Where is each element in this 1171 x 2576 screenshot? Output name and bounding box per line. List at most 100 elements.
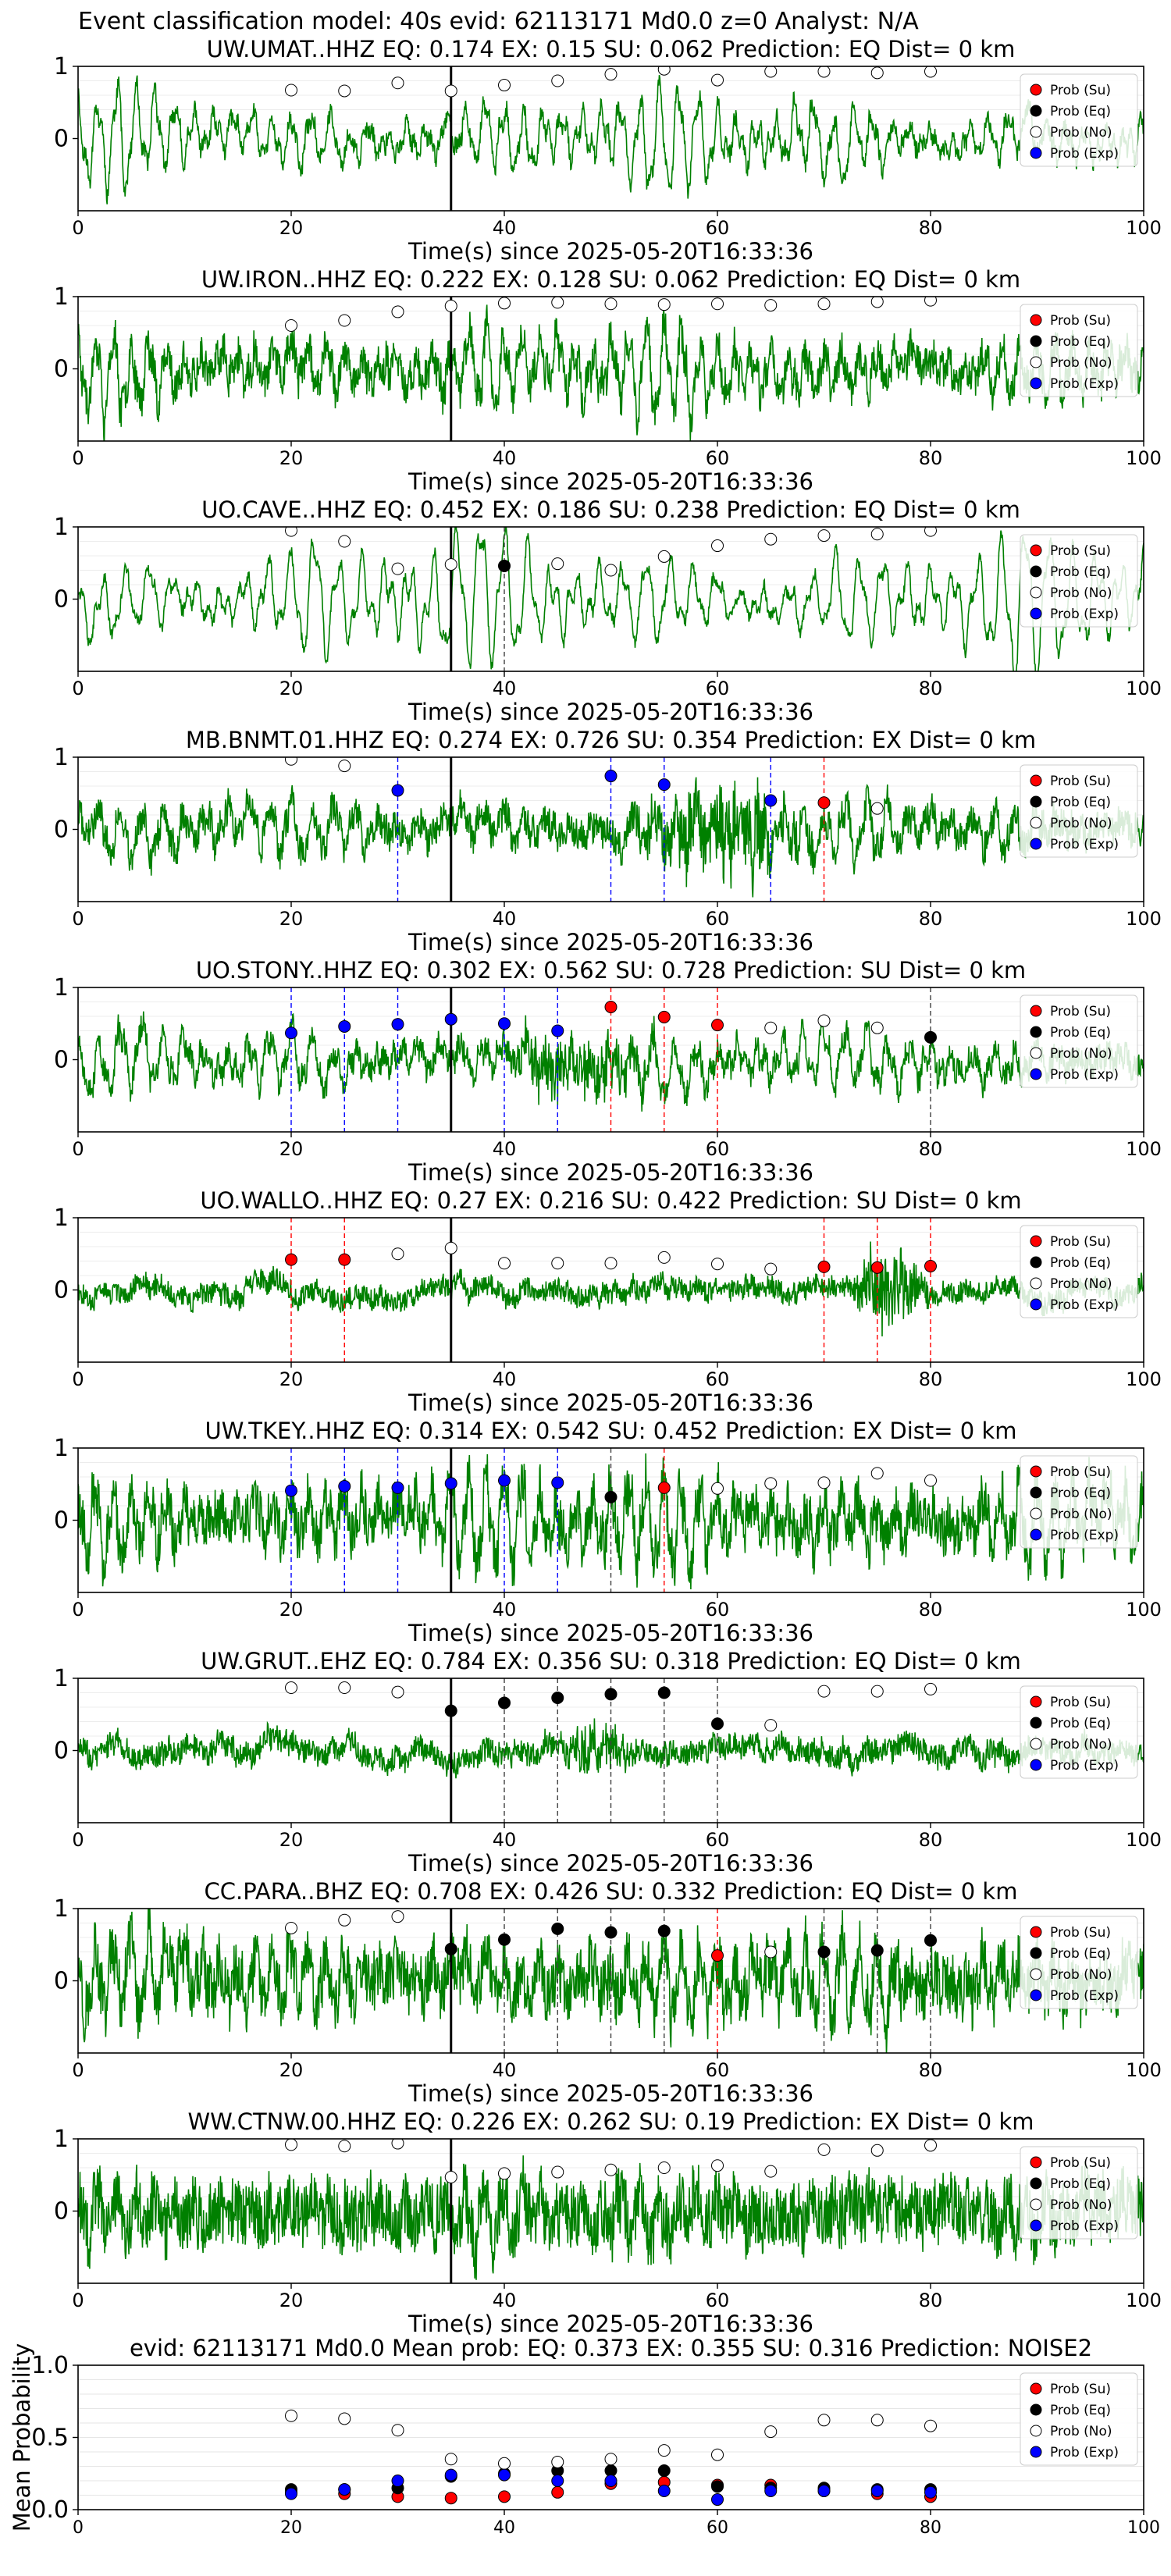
x-axis-label: Time(s) since 2025-05-20T16:33:36: [408, 1620, 813, 1646]
probability-marker-no: [551, 1257, 564, 1270]
legend-marker-exp: [1030, 1759, 1042, 1771]
mean-probability-point-exp: [338, 2483, 351, 2496]
mean-probability-point-exp: [924, 2485, 937, 2499]
legend: Prob (Su) Prob (Eq) Prob (No) Prob (Exp): [1020, 994, 1138, 1088]
x-tick-label: 80: [919, 2059, 943, 2081]
probability-marker-no: [604, 1257, 618, 1270]
y-tick-label: 0.0: [31, 2496, 69, 2524]
waveform-trace: [78, 777, 1144, 898]
probability-marker-no: [711, 1258, 724, 1271]
probability-marker-exp: [498, 1474, 511, 1487]
x-tick-label: 40: [493, 678, 517, 699]
mean-probability-point-exp: [444, 2468, 457, 2482]
legend-marker-no: [1030, 1738, 1042, 1750]
chart-panel-2: UW.IRON..HHZ EQ: 0.222 EX: 0.128 SU: 0.0…: [54, 266, 1162, 495]
legend-label: Prob (Su): [1050, 1695, 1111, 1710]
legend-label: Prob (Su): [1050, 1464, 1111, 1480]
mean-probability-point-eq: [711, 2480, 724, 2493]
probability-marker-su: [817, 1260, 831, 1273]
legend-marker-su: [1030, 1465, 1042, 1478]
legend-marker-no: [1030, 2425, 1042, 2437]
x-tick-label: 60: [706, 217, 730, 239]
probability-marker-no: [604, 564, 618, 577]
mean-probability-point-exp: [657, 2484, 671, 2497]
probability-marker-no: [604, 68, 618, 81]
probability-marker-eq: [444, 1704, 457, 1717]
probability-marker-exp: [444, 1012, 457, 1026]
legend-box: [1020, 764, 1138, 858]
legend-marker-no: [1030, 1277, 1042, 1290]
x-tick-label: 100: [1126, 217, 1162, 239]
probability-marker-no: [764, 299, 778, 312]
probability-marker-no: [657, 550, 671, 563]
x-tick-label: 80: [919, 1368, 943, 1390]
x-tick-label: 0: [72, 217, 84, 239]
legend-marker-eq: [1030, 1486, 1042, 1499]
probability-marker-eq: [657, 1924, 671, 1937]
legend: Prob (Su) Prob (Eq) Prob (No) Prob (Exp): [1020, 1225, 1138, 1318]
waveform-trace: [78, 2155, 1144, 2280]
probability-marker-no: [817, 1014, 831, 1027]
probability-marker-no: [444, 558, 457, 571]
legend-label: Prob (Su): [1050, 543, 1111, 559]
legend-label: Prob (Exp): [1050, 607, 1119, 622]
mean-probability-point-eq: [657, 2464, 671, 2478]
chart-panel-7: UW.TKEY..HHZ EQ: 0.314 EX: 0.542 SU: 0.4…: [54, 1418, 1162, 1646]
probability-marker-no: [817, 529, 831, 543]
probability-marker-no: [551, 297, 564, 309]
chart-panel-4: MB.BNMT.01.HHZ EQ: 0.274 EX: 0.726 SU: 0…: [54, 727, 1162, 955]
chart-panel-3: UO.CAVE..HHZ EQ: 0.452 EX: 0.186 SU: 0.2…: [54, 496, 1162, 725]
chart-panel-9: CC.PARA..BHZ EQ: 0.708 EX: 0.426 SU: 0.3…: [54, 1878, 1162, 2107]
x-tick-label: 60: [707, 2518, 728, 2538]
legend-label: Prob (No): [1050, 585, 1112, 601]
y-tick-label: 1: [54, 53, 69, 80]
x-tick-label: 100: [1126, 2290, 1162, 2311]
x-tick-label: 20: [279, 1599, 304, 1621]
x-tick-label: 40: [493, 1829, 517, 1851]
mean-probability-point-no: [444, 2453, 457, 2466]
legend-marker-su: [1030, 2156, 1042, 2169]
legend: Prob (Su) Prob (Eq) Prob (No) Prob (Exp): [1020, 1916, 1138, 2009]
y-tick-label: 1: [54, 283, 69, 311]
legend: Prob (Su) Prob (Eq) Prob (No) Prob (Exp): [1020, 2146, 1138, 2240]
legend-marker-eq: [1030, 2177, 1042, 2190]
probability-marker-eq: [551, 1691, 564, 1704]
chart-title: WW.CTNW.00.HHZ EQ: 0.226 EX: 0.262 SU: 0…: [187, 2108, 1034, 2135]
probability-marker-no: [870, 1021, 884, 1034]
x-tick-label: 20: [279, 217, 304, 239]
probability-marker-exp: [498, 1017, 511, 1030]
legend-marker-no: [1030, 586, 1042, 599]
legend-label: Prob (No): [1050, 1276, 1112, 1292]
x-tick-label: 80: [919, 678, 943, 699]
probability-marker-no: [338, 2140, 351, 2153]
y-tick-label: 1: [54, 1665, 69, 1692]
x-tick-label: 40: [493, 908, 517, 930]
probability-marker-exp: [285, 1026, 297, 1040]
probability-marker-no: [444, 300, 457, 313]
x-tick-label: 0: [72, 678, 84, 699]
legend-box: [1020, 304, 1138, 397]
probability-marker-eq: [498, 1933, 511, 1946]
probability-marker-no: [498, 79, 511, 92]
x-tick-label: 80: [919, 447, 943, 469]
waveform-trace: [78, 304, 1144, 441]
legend-label: Prob (No): [1050, 355, 1112, 371]
y-axis-label: Mean Probability: [9, 2343, 35, 2532]
plot-area: [78, 1678, 1144, 1823]
x-tick-label: 100: [1126, 1368, 1162, 1390]
legend-box: [1020, 73, 1138, 167]
legend-marker-exp: [1030, 607, 1042, 620]
x-tick-label: 20: [279, 2059, 304, 2081]
legend-label: Prob (Exp): [1050, 837, 1119, 852]
legend-marker-exp: [1030, 1989, 1042, 2001]
mean-probability-point-no: [817, 2414, 831, 2427]
legend-marker-eq: [1030, 1256, 1042, 1268]
y-tick-label: 1: [54, 1895, 69, 1923]
probability-marker-no: [817, 2143, 831, 2156]
legend-marker-eq: [1030, 565, 1042, 578]
chart-title: evid: 62113171 Md0.0 Mean prob: EQ: 0.37…: [130, 2335, 1092, 2361]
legend-marker-no: [1030, 1507, 1042, 1520]
probability-marker-exp: [604, 770, 618, 783]
plot-area: [78, 2379, 1144, 2507]
